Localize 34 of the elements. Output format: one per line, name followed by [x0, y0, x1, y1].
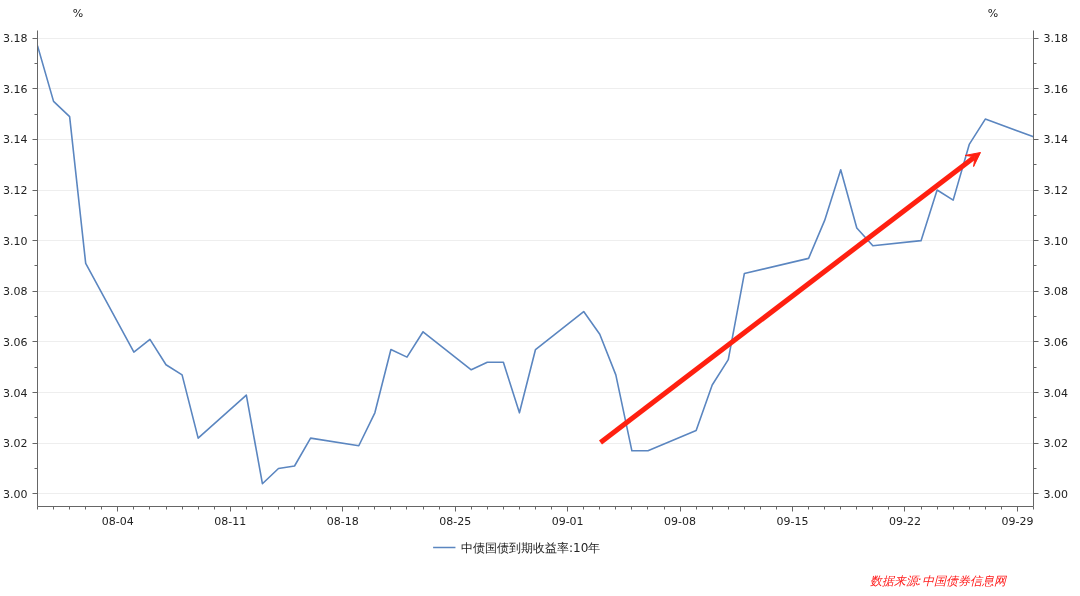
- y2-tick-label: 3.14: [1043, 133, 1068, 147]
- y-axis-title: %: [72, 6, 84, 20]
- y2-tick-label: 3.16: [1043, 82, 1068, 96]
- x-tick-label: 09-01: [551, 514, 584, 528]
- line-series: [37, 44, 1034, 485]
- x-tick-label: 09-15: [776, 514, 809, 528]
- x-tick-label: 08-18: [326, 514, 359, 528]
- y-tick-label: 3.16: [3, 82, 28, 96]
- x-tick-label: 08-11: [214, 514, 247, 528]
- y2-tick-label: 3.08: [1043, 285, 1068, 299]
- x-tick-label: 09-22: [889, 514, 921, 528]
- y2-tick-label: 3.02: [1043, 437, 1068, 451]
- y2-tick-label: 3.12: [1043, 184, 1068, 198]
- y2-tick-label: 3.10: [1043, 234, 1068, 248]
- y2-tick-label: 3.04: [1043, 386, 1068, 400]
- y-tick-label: 3.04: [3, 386, 28, 400]
- y2-axis-title: %: [987, 6, 999, 20]
- y-tick-label: 3.06: [3, 335, 28, 349]
- source-note: 数据来源:中国债券信息网: [869, 573, 1008, 588]
- legend-label: 中债国债到期收益率:10年: [461, 540, 601, 555]
- x-tick-label: 09-08: [664, 514, 697, 528]
- y2-tick-label: 3.06: [1043, 335, 1068, 349]
- x-tick-label: 08-25: [439, 514, 472, 528]
- x-tick-label: 08-04: [101, 514, 134, 528]
- y-tick-label: 3.12: [3, 184, 28, 198]
- y-tick-label: 3.08: [3, 285, 28, 299]
- x-tick-label: 09-29: [1001, 514, 1034, 528]
- y2-tick-label: 3.00: [1043, 487, 1068, 501]
- y-tick-label: 3.02: [3, 437, 28, 451]
- y-tick-label: 3.00: [3, 487, 28, 501]
- y-tick-label: 3.14: [3, 133, 28, 147]
- y2-tick-label: 3.18: [1043, 32, 1068, 46]
- y-tick-label: 3.10: [3, 234, 28, 248]
- y-tick-label: 3.18: [3, 32, 28, 46]
